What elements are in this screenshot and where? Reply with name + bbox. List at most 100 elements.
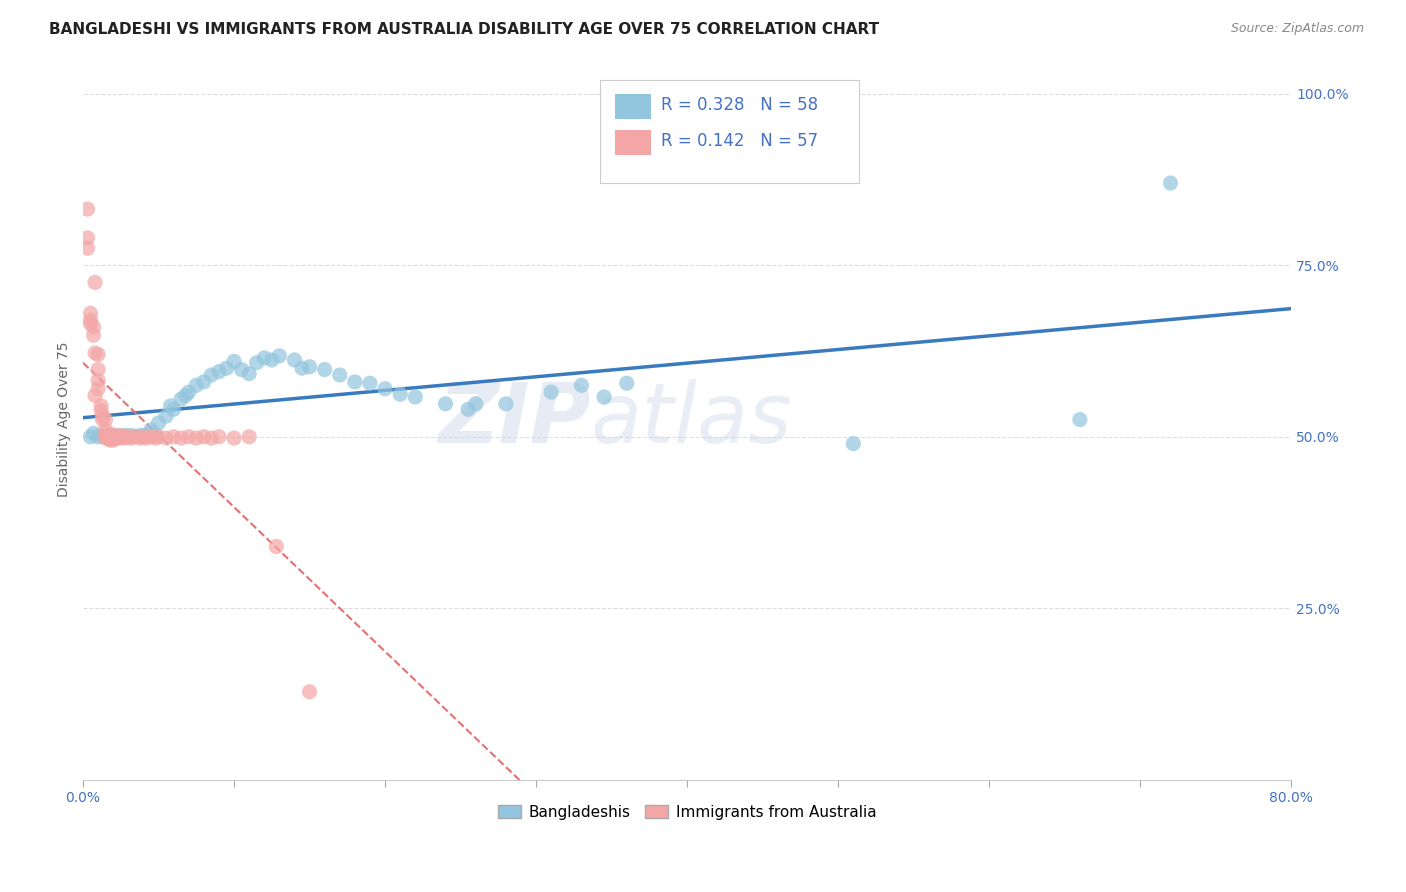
Point <box>314 362 336 376</box>
Point <box>253 351 276 365</box>
Point <box>84 276 107 290</box>
Point <box>186 378 208 392</box>
Point <box>155 409 177 424</box>
Point <box>200 368 222 382</box>
Point <box>260 353 283 368</box>
FancyBboxPatch shape <box>614 95 651 120</box>
Point <box>87 362 110 376</box>
Point <box>222 431 245 445</box>
Point <box>87 374 110 388</box>
Point <box>200 431 222 445</box>
Point <box>374 382 396 396</box>
Point <box>139 430 162 444</box>
Point <box>83 328 105 343</box>
Point <box>110 428 132 442</box>
FancyBboxPatch shape <box>614 130 651 155</box>
Text: Source: ZipAtlas.com: Source: ZipAtlas.com <box>1230 22 1364 36</box>
Point <box>83 426 105 441</box>
Point <box>98 430 121 444</box>
Point <box>132 430 155 444</box>
Point <box>94 423 117 437</box>
Point <box>117 430 139 444</box>
Point <box>103 433 125 447</box>
Point <box>208 365 231 379</box>
Point <box>291 361 314 376</box>
Point <box>238 367 260 381</box>
Point <box>193 375 215 389</box>
Text: ZIP: ZIP <box>437 379 591 460</box>
Point <box>90 399 112 413</box>
Point <box>135 427 157 442</box>
Point <box>114 430 136 444</box>
Point <box>103 431 125 445</box>
Point <box>283 353 305 368</box>
Point <box>540 385 562 400</box>
Point <box>193 430 215 444</box>
Y-axis label: Disability Age Over 75: Disability Age Over 75 <box>58 342 72 498</box>
Point <box>84 346 107 360</box>
Point <box>87 347 110 361</box>
Point <box>215 361 238 376</box>
Point <box>1160 176 1182 190</box>
Point <box>103 430 125 444</box>
Point <box>97 428 120 442</box>
Point <box>94 430 117 444</box>
Point <box>222 354 245 368</box>
Point <box>231 362 253 376</box>
Point <box>148 430 170 444</box>
Point <box>90 403 112 417</box>
Point <box>155 431 177 445</box>
Point <box>238 430 260 444</box>
Point <box>110 431 132 445</box>
Point <box>91 409 114 424</box>
Point <box>148 416 170 430</box>
Point <box>98 433 121 447</box>
Text: R = 0.142   N = 57: R = 0.142 N = 57 <box>661 132 818 150</box>
Point <box>98 427 121 442</box>
Point <box>177 385 200 400</box>
Point <box>105 431 128 445</box>
Point <box>79 317 101 331</box>
Point <box>145 431 167 445</box>
Point <box>170 392 193 406</box>
Point <box>125 430 148 444</box>
Point <box>343 375 366 389</box>
Text: R = 0.328   N = 58: R = 0.328 N = 58 <box>661 96 818 114</box>
Point <box>329 368 352 382</box>
Point <box>83 320 105 334</box>
Point <box>97 431 120 445</box>
Point <box>135 431 157 445</box>
Text: BANGLADESHI VS IMMIGRANTS FROM AUSTRALIA DISABILITY AGE OVER 75 CORRELATION CHAR: BANGLADESHI VS IMMIGRANTS FROM AUSTRALIA… <box>49 22 879 37</box>
Point <box>434 397 457 411</box>
Point <box>91 412 114 426</box>
Point <box>76 231 98 245</box>
Point <box>87 382 110 396</box>
Point <box>495 397 517 411</box>
Point <box>571 378 593 392</box>
Point <box>79 306 101 320</box>
Point <box>139 423 162 437</box>
Point <box>79 430 101 444</box>
Point <box>208 430 231 444</box>
Point <box>94 412 117 426</box>
Point <box>616 376 638 391</box>
Point <box>404 390 426 404</box>
Point <box>84 389 107 403</box>
Point <box>269 349 291 363</box>
Point <box>129 431 152 445</box>
FancyBboxPatch shape <box>600 79 859 184</box>
Point <box>107 430 129 444</box>
Point <box>298 359 321 374</box>
Legend: Bangladeshis, Immigrants from Australia: Bangladeshis, Immigrants from Australia <box>492 798 883 826</box>
Point <box>246 356 269 370</box>
Point <box>105 428 128 442</box>
Point <box>114 428 136 442</box>
Point <box>76 202 98 216</box>
Point <box>174 389 197 403</box>
Point <box>162 430 184 444</box>
Point <box>117 430 139 444</box>
Point <box>842 436 865 450</box>
Point <box>125 430 148 444</box>
Text: atlas: atlas <box>591 379 792 460</box>
Point <box>132 430 155 444</box>
